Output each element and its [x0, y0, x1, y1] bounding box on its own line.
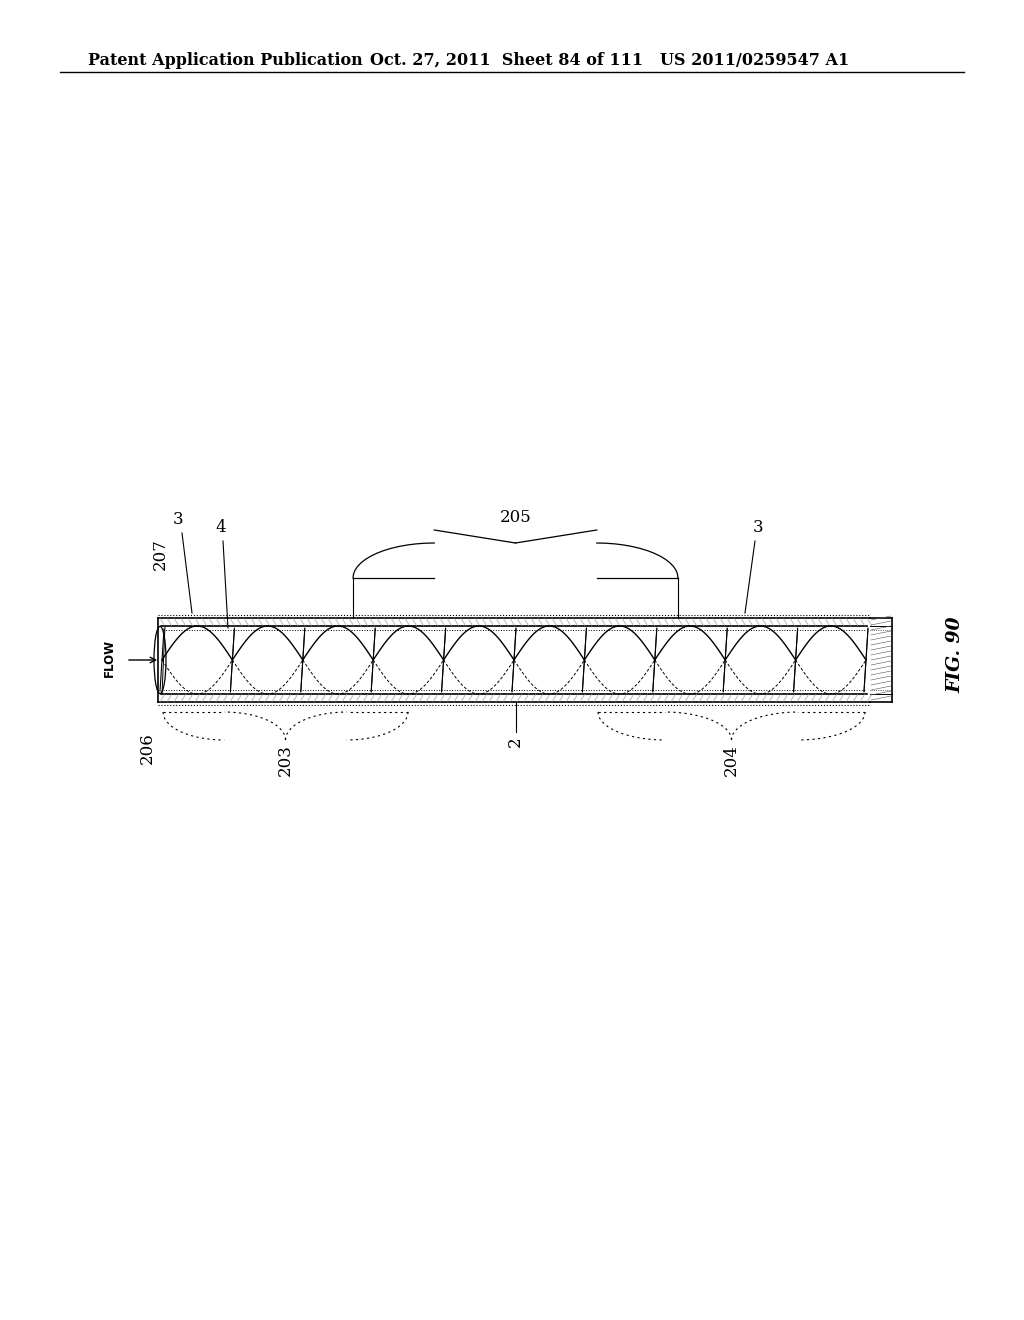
Text: FLOW: FLOW — [103, 639, 116, 677]
Text: 205: 205 — [500, 510, 531, 525]
Text: Patent Application Publication: Patent Application Publication — [88, 51, 362, 69]
Text: 3: 3 — [753, 519, 763, 536]
Text: 2: 2 — [507, 737, 524, 747]
Text: 207: 207 — [152, 539, 169, 570]
Text: 206: 206 — [139, 733, 156, 764]
Text: US 2011/0259547 A1: US 2011/0259547 A1 — [660, 51, 849, 69]
Text: 204: 204 — [723, 744, 740, 776]
Text: Oct. 27, 2011  Sheet 84 of 111: Oct. 27, 2011 Sheet 84 of 111 — [370, 51, 643, 69]
Text: FIG. 90: FIG. 90 — [946, 616, 964, 693]
Text: 3: 3 — [173, 511, 183, 528]
Text: 203: 203 — [278, 744, 294, 776]
Text: 4: 4 — [216, 519, 226, 536]
